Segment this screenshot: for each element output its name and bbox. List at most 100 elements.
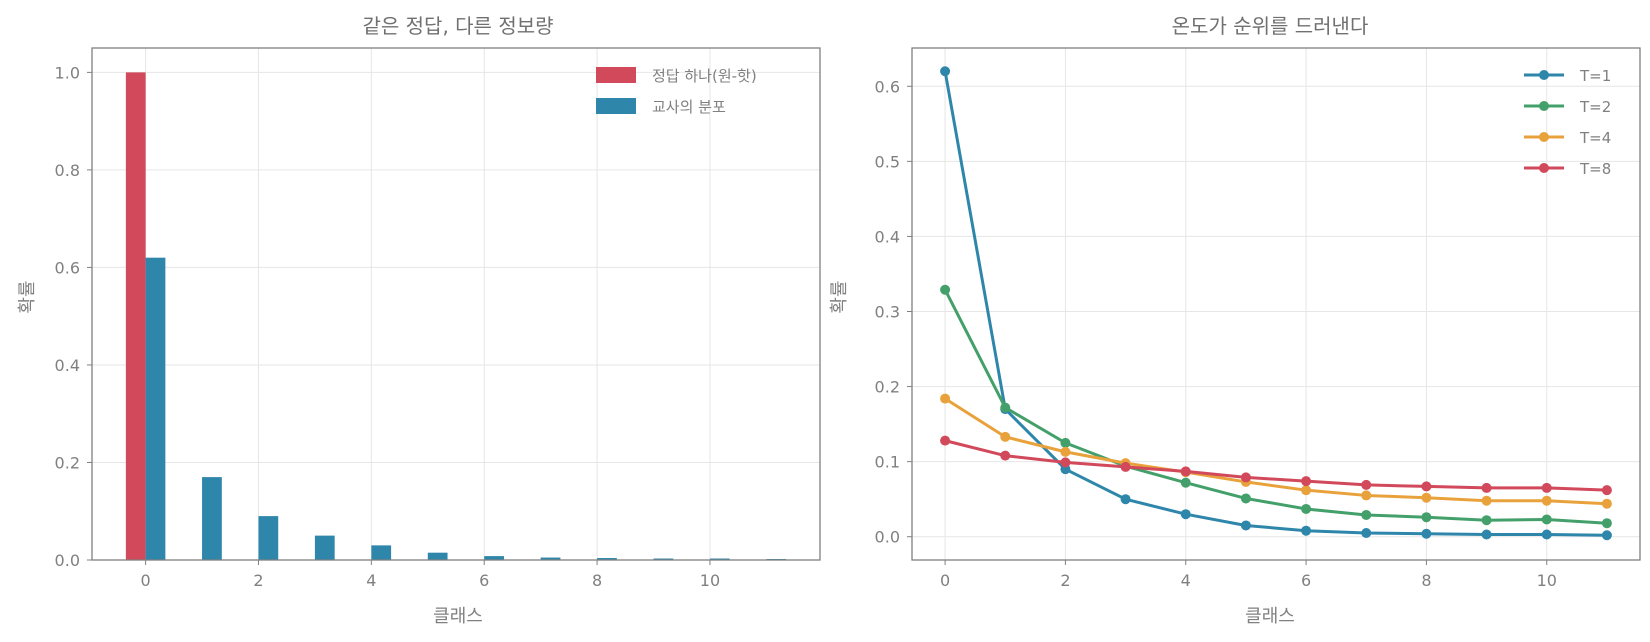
point-t2-1 [1000, 402, 1011, 413]
legend-marker-0 [1539, 70, 1549, 80]
point-t4-6 [1301, 485, 1312, 496]
point-t8-4 [1180, 466, 1191, 477]
point-t4-10 [1541, 495, 1552, 506]
chart-right-ylabel: 확률 [829, 280, 850, 313]
x-tick-label: 8 [1421, 571, 1431, 590]
chart-left-xlabel: 클래스 [433, 606, 483, 627]
legend-label-1: T=2 [1579, 98, 1611, 116]
bar-onehot-0 [125, 72, 146, 560]
legend-label-3: T=8 [1579, 160, 1611, 178]
point-t8-9 [1481, 482, 1492, 493]
x-tick-label: 8 [592, 571, 602, 590]
chart-left-ylabel: 확률 [17, 280, 38, 313]
y-tick-label: 0.0 [55, 551, 80, 570]
legend-marker-2 [1539, 132, 1549, 142]
point-t1-4 [1180, 509, 1191, 520]
point-t1-11 [1601, 530, 1612, 541]
point-t1-7 [1361, 527, 1372, 538]
chart-right-legend: T=1 T=2 T=4 T=8 [1524, 67, 1611, 178]
chart-left-title: 같은 정답, 다른 정보량 [362, 14, 553, 38]
legend-marker-3 [1539, 163, 1549, 173]
point-t1-3 [1120, 494, 1131, 505]
point-t1-8 [1421, 528, 1432, 539]
legend-label-0: 정답 하나(원-핫) [652, 67, 757, 85]
bar-teacher-4 [371, 545, 392, 560]
point-t8-0 [940, 435, 951, 446]
point-t8-1 [1000, 450, 1011, 461]
y-tick-label: 0.6 [875, 77, 900, 96]
point-t1-0 [940, 66, 951, 77]
y-tick-label: 0.2 [55, 453, 80, 472]
chart-left: 같은 정답, 다른 정보량 클래스 확률 0 2 4 6 8 10 0.0 0.2 0.4 0.6… [17, 14, 821, 627]
point-t2-8 [1421, 512, 1432, 523]
bar-teacher-7 [540, 557, 561, 560]
bar-teacher-5 [427, 552, 448, 560]
x-tick-label: 4 [1181, 571, 1191, 590]
bar-teacher-9 [653, 558, 674, 560]
point-t2-11 [1601, 518, 1612, 529]
series-line-t4 [944, 397, 1607, 506]
legend-label-2: T=4 [1579, 129, 1611, 147]
chart-right: 온도가 순위를 드러낸다 클래스 확률 0 2 4 6 8 10 0.0 0.1 0.2 0.3 0… [829, 14, 1641, 627]
point-t2-0 [940, 284, 951, 295]
point-t2-2 [1060, 437, 1071, 448]
point-t2-5 [1240, 493, 1251, 504]
point-t4-8 [1421, 492, 1432, 503]
y-tick-label: 0.0 [875, 528, 900, 547]
point-t4-2 [1060, 446, 1071, 457]
y-tick-label: 1.0 [55, 63, 80, 82]
x-tick-label: 4 [366, 571, 376, 590]
point-t8-8 [1421, 481, 1432, 492]
point-t4-7 [1361, 490, 1372, 501]
point-t4-11 [1601, 498, 1612, 509]
point-t8-7 [1361, 479, 1372, 490]
chart-left-frame [91, 47, 821, 561]
chart-left-marks [125, 72, 787, 560]
series-line-t8 [944, 439, 1607, 492]
point-t2-6 [1301, 503, 1312, 514]
x-tick-label: 0 [940, 571, 950, 590]
chart-left-grid: 0 2 4 6 8 10 0.0 0.2 0.4 0.6 0.8 1.0 [55, 48, 820, 590]
bar-teacher-2 [258, 516, 279, 560]
bar-teacher-6 [484, 556, 504, 560]
x-tick-label: 6 [479, 571, 489, 590]
point-t8-3 [1120, 461, 1131, 472]
point-t4-0 [940, 393, 951, 404]
point-t1-6 [1301, 525, 1312, 536]
x-tick-label: 10 [1537, 571, 1557, 590]
point-t8-2 [1060, 457, 1071, 468]
legend-marker-1 [1539, 101, 1549, 111]
point-t4-1 [1000, 431, 1011, 442]
y-tick-label: 0.3 [875, 303, 900, 322]
point-t1-10 [1541, 529, 1552, 540]
point-t1-5 [1240, 520, 1251, 531]
series-line-t2 [943, 289, 1608, 525]
chart-right-marks [940, 66, 1612, 541]
legend-swatch-1 [596, 98, 636, 114]
y-tick-label: 0.1 [875, 453, 900, 472]
point-t8-5 [1240, 472, 1251, 483]
point-t8-10 [1541, 482, 1552, 493]
x-tick-label: 2 [253, 571, 263, 590]
point-t1-9 [1481, 529, 1492, 540]
y-tick-label: 0.5 [875, 152, 900, 171]
y-tick-label: 0.6 [55, 258, 80, 277]
chart-left-legend: 정답 하나(원-핫) 교사의 분포 [596, 67, 757, 116]
bar-teacher-0 [145, 257, 166, 560]
legend-label-1: 교사의 분포 [652, 98, 726, 116]
bar-teacher-8 [597, 558, 617, 560]
bar-teacher-1 [202, 477, 222, 560]
x-tick-label: 10 [700, 571, 720, 590]
point-t8-6 [1301, 476, 1312, 487]
point-t2-9 [1481, 515, 1492, 526]
y-tick-label: 0.4 [875, 227, 900, 246]
series-line-t1 [943, 71, 1607, 537]
point-t4-9 [1481, 495, 1492, 506]
point-t2-7 [1361, 509, 1372, 520]
y-tick-label: 0.8 [55, 161, 80, 180]
chart-right-frame [911, 47, 1641, 561]
x-tick-label: 2 [1060, 571, 1070, 590]
chart-right-xlabel: 클래스 [1245, 606, 1295, 627]
x-tick-label: 0 [141, 571, 151, 590]
point-t8-11 [1601, 485, 1612, 496]
